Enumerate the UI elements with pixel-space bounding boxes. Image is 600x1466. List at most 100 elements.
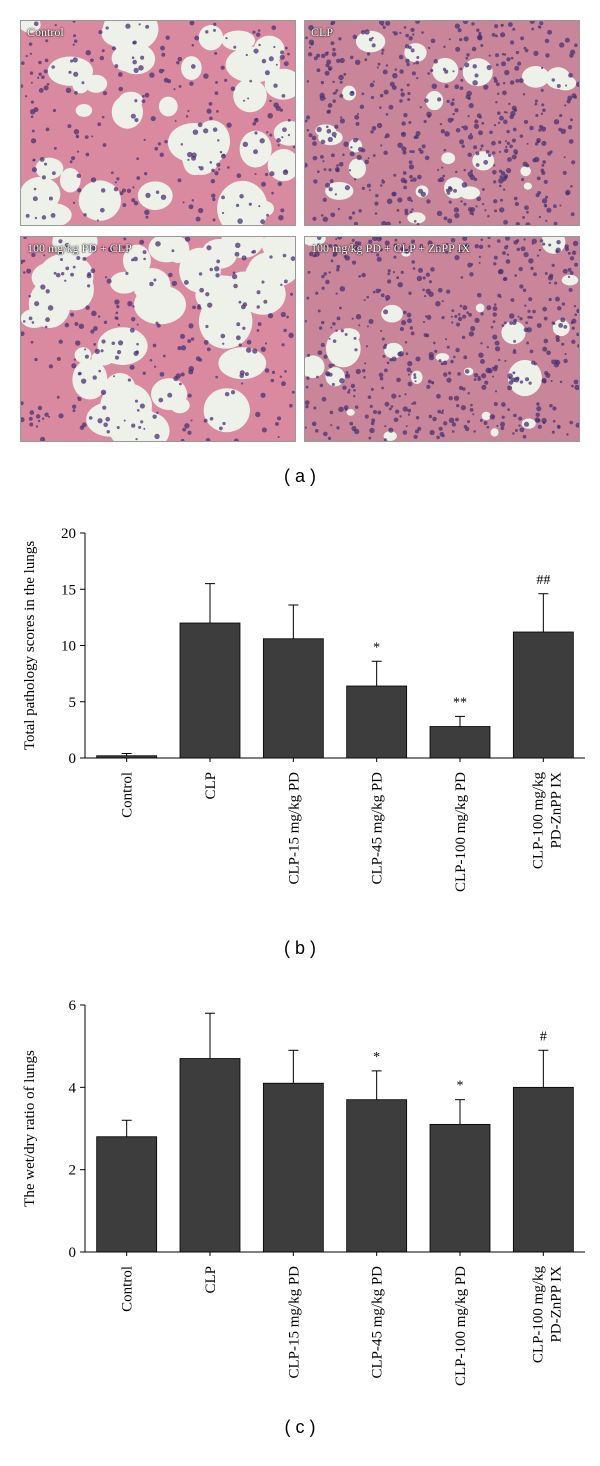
nucleus (476, 196, 482, 202)
nucleus (505, 111, 508, 114)
nucleus (125, 271, 129, 276)
nucleus (521, 178, 525, 182)
nucleus (480, 312, 484, 316)
nucleus (528, 297, 533, 302)
alveolus (444, 177, 466, 199)
nucleus (41, 175, 47, 180)
nucleus (91, 245, 96, 251)
nucleus (343, 405, 349, 411)
nucleus (73, 39, 78, 43)
nucleus (182, 427, 187, 432)
nucleus (365, 345, 369, 348)
nucleus (571, 250, 577, 255)
nucleus (192, 129, 199, 135)
nucleus (354, 428, 360, 435)
nucleus (434, 349, 438, 353)
nucleus (264, 70, 270, 76)
nucleus (541, 417, 547, 424)
nucleus (525, 377, 530, 382)
nucleus (368, 37, 373, 42)
nucleus (436, 435, 440, 440)
nucleus (332, 363, 335, 367)
nucleus (440, 362, 444, 366)
nucleus (348, 169, 352, 172)
nucleus (189, 21, 195, 26)
nucleus (35, 414, 41, 419)
nucleus (369, 427, 375, 434)
nucleus (412, 33, 415, 36)
nucleus (338, 74, 344, 81)
nucleus (98, 369, 101, 373)
y-tick-label: 10 (61, 639, 76, 655)
nucleus (561, 342, 565, 346)
nucleus (391, 356, 397, 362)
category-label-line: CLP-100 mg/kg PD (453, 1266, 469, 1386)
nucleus (415, 60, 420, 65)
nucleus (542, 306, 548, 312)
nucleus (376, 256, 382, 262)
alveolus (75, 103, 93, 117)
nucleus (455, 46, 461, 52)
nucleus (70, 59, 74, 63)
nucleus (269, 133, 273, 137)
alveolus (552, 319, 570, 337)
nucleus (410, 48, 415, 53)
nucleus (56, 395, 60, 399)
nucleus (533, 272, 537, 277)
nucleus (133, 256, 138, 262)
nucleus (502, 251, 506, 255)
nucleus (131, 423, 136, 428)
nucleus (363, 299, 366, 302)
nucleus (446, 345, 450, 349)
nucleus (279, 54, 285, 60)
nucleus (143, 138, 146, 142)
nucleus (514, 65, 520, 71)
nucleus (543, 179, 548, 184)
nucleus (138, 23, 141, 26)
nucleus (504, 245, 509, 250)
nucleus (541, 170, 546, 176)
nucleus (460, 200, 463, 203)
nucleus (33, 21, 39, 27)
nucleus (385, 294, 391, 301)
nucleus (48, 196, 53, 201)
nucleus (560, 317, 566, 323)
nucleus (352, 34, 358, 40)
nucleus (551, 263, 555, 268)
nucleus (573, 95, 578, 99)
nucleus (84, 135, 89, 140)
nucleus (45, 127, 50, 132)
nucleus (76, 136, 79, 139)
nucleus (220, 153, 226, 159)
nucleus (407, 98, 411, 101)
nucleus (149, 72, 155, 78)
nucleus (524, 48, 529, 53)
nucleus (487, 368, 493, 374)
nucleus (211, 168, 215, 173)
nucleus (460, 276, 464, 279)
nucleus (180, 345, 187, 351)
nucleus (502, 90, 507, 96)
nucleus (314, 251, 320, 257)
nucleus (399, 31, 402, 35)
nucleus (158, 397, 164, 403)
nucleus (443, 372, 448, 377)
category-label: CLP (203, 1266, 219, 1294)
nucleus (404, 208, 409, 213)
nucleus (338, 406, 344, 413)
nucleus (497, 121, 501, 125)
nucleus (58, 413, 64, 419)
nucleus (403, 26, 407, 29)
nucleus (546, 207, 552, 213)
nucleus (312, 155, 318, 161)
nucleus (486, 64, 492, 71)
category-label: CLP-100 mg/kg PD-ZnPP IX (530, 772, 564, 870)
nucleus (351, 211, 356, 215)
nucleus (406, 83, 410, 87)
nucleus (257, 322, 262, 327)
nucleus (335, 292, 338, 295)
nucleus (64, 322, 70, 328)
nucleus (386, 361, 390, 365)
nucleus (500, 421, 506, 427)
